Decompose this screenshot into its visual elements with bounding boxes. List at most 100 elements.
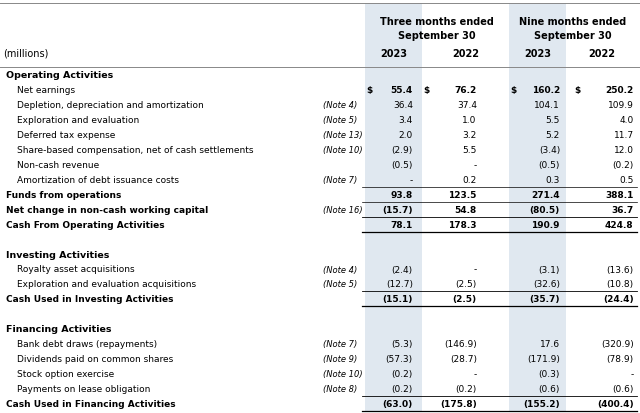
Text: Operating Activities: Operating Activities [6,71,114,80]
Text: (3.1): (3.1) [539,265,560,274]
Text: -: - [474,265,477,274]
Text: 0.3: 0.3 [546,176,560,185]
Text: Three months ended: Three months ended [380,17,493,26]
Text: (13.6): (13.6) [607,265,634,274]
Text: 0.5: 0.5 [620,176,634,185]
Text: 0.2: 0.2 [463,176,477,185]
Text: 250.2: 250.2 [605,86,634,95]
Text: $: $ [574,86,580,95]
Text: (Note 7): (Note 7) [323,339,358,348]
Text: 104.1: 104.1 [534,101,560,110]
Text: -: - [474,369,477,378]
Text: 55.4: 55.4 [390,86,413,95]
Text: -: - [410,176,413,185]
Text: (32.6): (32.6) [533,280,560,289]
Text: (0.2): (0.2) [392,369,413,378]
Text: 4.0: 4.0 [620,116,634,125]
Text: (Note 4): (Note 4) [323,101,358,110]
Text: (0.3): (0.3) [539,369,560,378]
Text: 5.5: 5.5 [546,116,560,125]
Text: (2.5): (2.5) [456,280,477,289]
Text: 37.4: 37.4 [457,101,477,110]
Text: (Note 10): (Note 10) [323,369,363,378]
Text: (155.2): (155.2) [524,399,560,408]
Text: 2022: 2022 [452,49,479,59]
Text: Bank debt draws (repayments): Bank debt draws (repayments) [17,339,157,348]
Text: Payments on lease obligation: Payments on lease obligation [17,384,150,393]
Text: 54.8: 54.8 [454,205,477,214]
Text: (0.5): (0.5) [539,161,560,169]
Text: (57.3): (57.3) [386,354,413,363]
Text: (Note 5): (Note 5) [323,116,358,125]
Text: 109.9: 109.9 [608,101,634,110]
Text: 271.4: 271.4 [531,190,560,199]
Text: (5.3): (5.3) [392,339,413,348]
Text: (0.5): (0.5) [392,161,413,169]
Text: Deferred tax expense: Deferred tax expense [17,131,116,140]
Text: (78.9): (78.9) [607,354,634,363]
Text: September 30: September 30 [398,31,476,41]
Text: $: $ [366,86,372,95]
Text: (Note 5): (Note 5) [323,280,358,289]
Text: 190.9: 190.9 [531,220,560,229]
Text: Cash From Operating Activities: Cash From Operating Activities [6,220,165,229]
Text: (63.0): (63.0) [383,399,413,408]
Text: 36.7: 36.7 [611,205,634,214]
Text: Funds from operations: Funds from operations [6,190,122,199]
Text: (171.9): (171.9) [527,354,560,363]
Text: (80.5): (80.5) [530,205,560,214]
Text: (35.7): (35.7) [529,294,560,304]
Text: 78.1: 78.1 [390,220,413,229]
Text: (24.4): (24.4) [603,294,634,304]
Bar [365,4,422,411]
Text: (Note 10): (Note 10) [323,146,363,154]
Text: Exploration and evaluation acquisitions: Exploration and evaluation acquisitions [17,280,196,289]
Text: 160.2: 160.2 [532,86,560,95]
Text: Cash Used in Investing Activities: Cash Used in Investing Activities [6,294,174,304]
Text: 3.2: 3.2 [463,131,477,140]
Text: 2023: 2023 [524,49,551,59]
Text: 388.1: 388.1 [605,190,634,199]
Text: (28.7): (28.7) [450,354,477,363]
Text: (millions): (millions) [3,49,49,59]
Text: Financing Activities: Financing Activities [6,325,112,333]
Text: 1.0: 1.0 [463,116,477,125]
Text: (Note 13): (Note 13) [323,131,363,140]
Text: (0.2): (0.2) [392,384,413,393]
Text: (0.6): (0.6) [612,384,634,393]
Text: (10.8): (10.8) [607,280,634,289]
Text: 178.3: 178.3 [448,220,477,229]
Text: (12.7): (12.7) [386,280,413,289]
Text: 424.8: 424.8 [605,220,634,229]
Text: Cash Used in Financing Activities: Cash Used in Financing Activities [6,399,176,408]
Text: (0.2): (0.2) [612,161,634,169]
Text: (15.7): (15.7) [382,205,413,214]
Text: Net earnings: Net earnings [17,86,76,95]
Text: $: $ [510,86,516,95]
Text: 2022: 2022 [588,49,615,59]
Text: (320.9): (320.9) [601,339,634,348]
Text: Royalty asset acquisitions: Royalty asset acquisitions [17,265,135,274]
Text: 12.0: 12.0 [614,146,634,154]
Text: 11.7: 11.7 [614,131,634,140]
Text: (175.8): (175.8) [440,399,477,408]
Text: Stock option exercise: Stock option exercise [17,369,115,378]
Text: (2.5): (2.5) [452,294,477,304]
Text: (146.9): (146.9) [444,339,477,348]
Text: Nine months ended: Nine months ended [519,17,627,26]
Text: Dividends paid on common shares: Dividends paid on common shares [17,354,173,363]
Text: (0.2): (0.2) [456,384,477,393]
Text: 123.5: 123.5 [449,190,477,199]
Text: Amortization of debt issuance costs: Amortization of debt issuance costs [17,176,179,185]
Text: Depletion, depreciation and amortization: Depletion, depreciation and amortization [17,101,204,110]
Text: (0.6): (0.6) [539,384,560,393]
Text: -: - [630,369,634,378]
Text: (Note 9): (Note 9) [323,354,358,363]
Text: Share-based compensation, net of cash settlements: Share-based compensation, net of cash se… [17,146,254,154]
Text: (Note 4): (Note 4) [323,265,358,274]
Text: 17.6: 17.6 [540,339,560,348]
Text: (2.9): (2.9) [392,146,413,154]
Text: September 30: September 30 [534,31,612,41]
Text: 36.4: 36.4 [393,101,413,110]
Text: (Note 7): (Note 7) [323,176,358,185]
